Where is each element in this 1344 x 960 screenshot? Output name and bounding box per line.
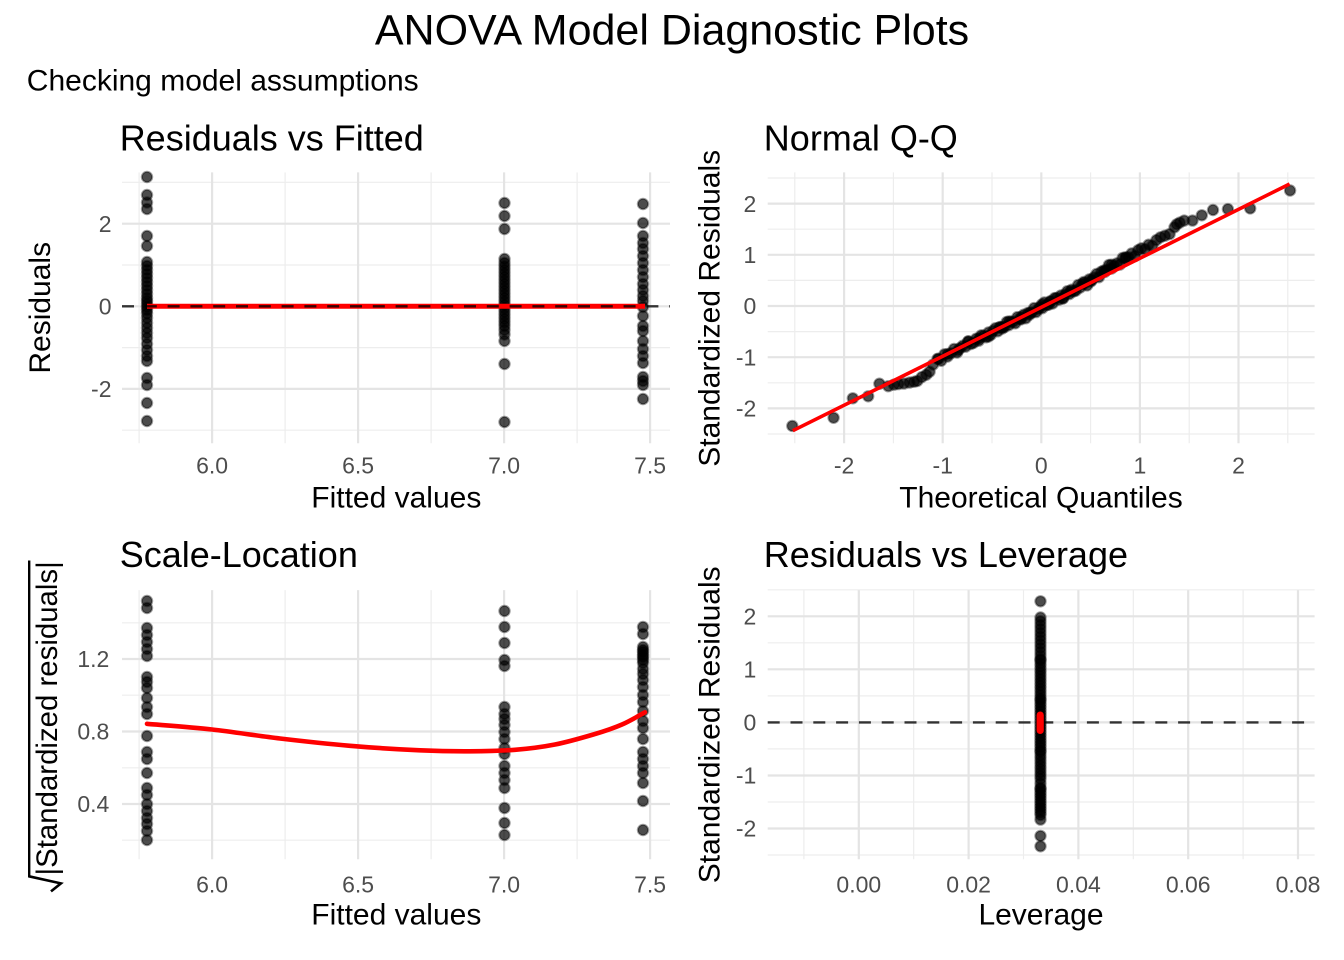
svg-text:Residuals: Residuals <box>24 242 57 374</box>
svg-text:Checking model assumptions: Checking model assumptions <box>27 64 419 97</box>
svg-text:Residuals vs Fitted: Residuals vs Fitted <box>120 118 424 159</box>
svg-text:2: 2 <box>99 211 112 237</box>
svg-text:0.00: 0.00 <box>836 872 881 898</box>
svg-text:0.08: 0.08 <box>1276 872 1321 898</box>
svg-text:1: 1 <box>1134 453 1147 479</box>
svg-text:2: 2 <box>744 191 757 217</box>
svg-text:-2: -2 <box>834 453 854 479</box>
svg-text:Fitted values: Fitted values <box>311 899 481 932</box>
svg-text:|Standardized residuals|: |Standardized residuals| <box>31 561 64 875</box>
svg-text:6.5: 6.5 <box>342 872 374 898</box>
svg-text:7.0: 7.0 <box>488 453 520 479</box>
svg-text:Fitted values: Fitted values <box>311 482 481 515</box>
svg-text:Standardized Residuals: Standardized Residuals <box>694 566 727 883</box>
svg-text:6.0: 6.0 <box>196 453 228 479</box>
svg-text:2: 2 <box>744 603 757 629</box>
svg-text:-2: -2 <box>736 816 756 842</box>
svg-text:0.06: 0.06 <box>1166 872 1211 898</box>
svg-text:6.0: 6.0 <box>196 872 228 898</box>
svg-text:ANOVA Model Diagnostic Plots: ANOVA Model Diagnostic Plots <box>375 6 969 54</box>
svg-text:-1: -1 <box>736 344 756 370</box>
svg-text:Normal Q-Q: Normal Q-Q <box>764 118 958 159</box>
svg-text:Theoretical Quantiles: Theoretical Quantiles <box>899 482 1182 515</box>
svg-text:-1: -1 <box>736 763 756 789</box>
svg-text:1.2: 1.2 <box>77 646 109 672</box>
svg-text:0.4: 0.4 <box>77 791 109 817</box>
svg-text:Scale-Location: Scale-Location <box>120 534 358 575</box>
svg-text:-1: -1 <box>932 453 952 479</box>
svg-text:-2: -2 <box>736 396 756 422</box>
svg-text:2: 2 <box>1232 453 1245 479</box>
svg-text:Leverage: Leverage <box>978 899 1103 932</box>
svg-text:0: 0 <box>1035 453 1048 479</box>
svg-text:0.04: 0.04 <box>1056 872 1101 898</box>
svg-text:0: 0 <box>744 710 757 736</box>
svg-text:Residuals vs Leverage: Residuals vs Leverage <box>764 534 1128 575</box>
svg-text:0.8: 0.8 <box>77 719 109 745</box>
svg-text:0: 0 <box>744 293 757 319</box>
svg-text:1: 1 <box>744 657 757 683</box>
svg-text:Standardized Residuals: Standardized Residuals <box>694 150 727 467</box>
svg-text:1: 1 <box>744 242 757 268</box>
svg-text:7.0: 7.0 <box>488 872 520 898</box>
svg-text:0: 0 <box>99 294 112 320</box>
svg-text:0.02: 0.02 <box>946 872 991 898</box>
svg-text:6.5: 6.5 <box>342 453 374 479</box>
svg-text:-2: -2 <box>91 376 111 402</box>
svg-text:7.5: 7.5 <box>634 872 666 898</box>
svg-text:7.5: 7.5 <box>634 453 666 479</box>
